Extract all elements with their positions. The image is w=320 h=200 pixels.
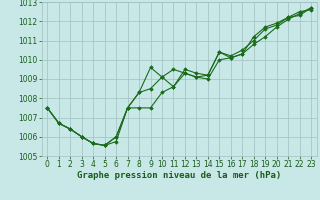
- X-axis label: Graphe pression niveau de la mer (hPa): Graphe pression niveau de la mer (hPa): [77, 171, 281, 180]
